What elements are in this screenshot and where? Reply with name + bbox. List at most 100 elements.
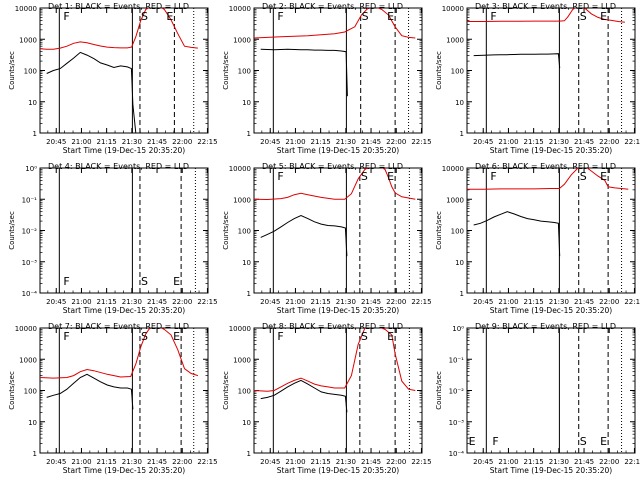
x-tick-label: 21:45 — [147, 298, 167, 306]
y-tick-label: 1000 — [446, 36, 464, 44]
events-series-line — [260, 48, 348, 97]
y-tick-label: 1 — [33, 130, 37, 138]
marker-letter: E — [387, 10, 394, 23]
events-series-line — [260, 379, 348, 413]
panel-title: Det 2: BLACK = Events, RED = LLD — [262, 2, 403, 11]
x-tick-label: 21:15 — [524, 138, 544, 146]
x-axis-label: Start Time (19-Dec-15 20:35:20) — [63, 306, 185, 315]
y-axis-label: Counts/sec — [8, 51, 16, 90]
x-tick-label: 22:15 — [197, 138, 217, 146]
y-tick-label: 10000 — [229, 325, 251, 333]
y-tick-label: 10000 — [15, 5, 37, 13]
x-tick-label: 21:30 — [122, 298, 142, 306]
marker-letter: S — [362, 10, 369, 23]
x-tick-label: 22:00 — [172, 138, 192, 146]
marker-letter: S — [141, 275, 148, 288]
x-tick-label: 21:30 — [122, 138, 142, 146]
panel-det-4: Det 4: BLACK = Events, RED = LLD 10⁻⁴ 10⁻³… — [8, 162, 218, 315]
y-tick-label: 10000 — [15, 325, 37, 333]
x-axis-label: Start Time (19-Dec-15 20:35:20) — [490, 306, 612, 315]
x-axis-label: Start Time (19-Dec-15 20:35:20) — [277, 466, 399, 475]
marker-letter: F — [63, 275, 69, 288]
x-tick-label: 22:00 — [172, 458, 192, 466]
events-series-line — [260, 215, 348, 257]
marker-letter: E — [600, 170, 607, 183]
y-tick-label: 100 — [24, 68, 37, 76]
y-axis-label: Counts/sec — [435, 51, 443, 90]
x-tick-label: 20:45 — [46, 458, 66, 466]
panel-title: Det 4: BLACK = Events, RED = LLD — [48, 162, 189, 171]
x-tick-label: 20:45 — [260, 138, 280, 146]
y-axis-label: Counts/sec — [8, 211, 16, 250]
marker-letter: E — [469, 435, 476, 448]
x-tick-label: 21:45 — [361, 138, 381, 146]
y-tick-label: 10⁻⁴ — [449, 450, 465, 458]
x-tick-label: 22:00 — [599, 138, 619, 146]
marker-letter: E — [166, 10, 173, 23]
y-axis-label: Counts/sec — [222, 211, 230, 250]
lld-series-line — [467, 168, 629, 190]
panel-det-1: Det 1: BLACK = Events, RED = LLD 1 10 100 10… — [8, 2, 218, 155]
x-tick-label: 22:15 — [197, 458, 217, 466]
x-tick-label: 21:45 — [574, 458, 594, 466]
marker-letter: S — [141, 10, 148, 23]
x-axis-label: Start Time (19-Dec-15 20:35:20) — [63, 146, 185, 155]
x-axis-label: Start Time (19-Dec-15 20:35:20) — [490, 466, 612, 475]
x-tick-label: 22:15 — [624, 458, 640, 466]
x-tick-label: 21:15 — [524, 458, 544, 466]
x-tick-label: 20:45 — [260, 298, 280, 306]
y-axis-label: Counts/sec — [435, 211, 443, 250]
y-tick-label: 1 — [460, 290, 464, 298]
x-tick-label: 21:00 — [285, 458, 305, 466]
events-series-line — [473, 53, 561, 69]
y-tick-label: 1000 — [19, 36, 37, 44]
marker-letter: S — [580, 10, 587, 23]
events-series-line — [473, 211, 561, 257]
panel-det-2: Det 2: BLACK = Events, RED = LLD 1 10 100 10… — [222, 2, 432, 155]
plot-frame — [253, 327, 423, 454]
y-tick-label: 1 — [460, 130, 464, 138]
plot-frame — [253, 167, 423, 294]
panel-title: Det 9: BLACK = Events, RED = LLD — [475, 322, 616, 331]
marker-letter: F — [490, 10, 496, 23]
panel-det-6: Det 6: BLACK = Events, RED = LLD 1 10 100 10… — [435, 162, 640, 315]
y-tick-label: 10⁻² — [22, 228, 38, 236]
x-axis-label: Start Time (19-Dec-15 20:35:20) — [63, 466, 185, 475]
x-tick-label: 22:00 — [386, 458, 406, 466]
marker-letter: F — [277, 10, 283, 23]
y-tick-label: 1000 — [233, 196, 251, 204]
x-tick-label: 21:15 — [311, 298, 331, 306]
panel-det-8: Det 8: BLACK = Events, RED = LLD 1 10 100 10… — [222, 322, 432, 475]
x-tick-label: 20:45 — [473, 138, 493, 146]
x-tick-label: 21:45 — [147, 458, 167, 466]
y-tick-label: 10⁻² — [449, 388, 465, 396]
x-tick-label: 21:45 — [574, 138, 594, 146]
y-tick-label: 1000 — [233, 36, 251, 44]
y-tick-label: 10 — [242, 419, 251, 427]
y-tick-label: 1 — [33, 450, 37, 458]
marker-letter: S — [361, 330, 368, 343]
panel-title: Det 5: BLACK = Events, RED = LLD — [262, 162, 403, 171]
marker-letter: F — [63, 10, 69, 23]
marker-letter: F — [490, 170, 496, 183]
events-series-line — [46, 373, 134, 410]
y-tick-label: 1000 — [233, 356, 251, 364]
marker-letter: E — [173, 330, 180, 343]
y-axis-label: Counts/sec — [435, 371, 443, 410]
x-tick-label: 22:00 — [172, 298, 192, 306]
x-tick-label: 22:00 — [599, 298, 619, 306]
x-tick-label: 21:30 — [549, 298, 569, 306]
marker-letter: E — [173, 275, 180, 288]
x-tick-label: 22:00 — [386, 138, 406, 146]
marker-letter: E — [387, 170, 394, 183]
x-tick-label: 21:30 — [122, 458, 142, 466]
x-tick-label: 22:15 — [411, 298, 431, 306]
x-tick-label: 21:45 — [361, 458, 381, 466]
plot-frame — [466, 7, 636, 134]
panel-det-9: Det 9: BLACK = Events, RED = LLD 10⁻⁴ 10⁻³… — [435, 322, 640, 475]
panel-det-3: Det 3: BLACK = Events, RED = LLD 1 10 100 10… — [435, 2, 640, 155]
x-tick-label: 21:15 — [524, 298, 544, 306]
x-tick-label: 21:00 — [498, 458, 518, 466]
x-tick-label: 21:00 — [71, 298, 91, 306]
